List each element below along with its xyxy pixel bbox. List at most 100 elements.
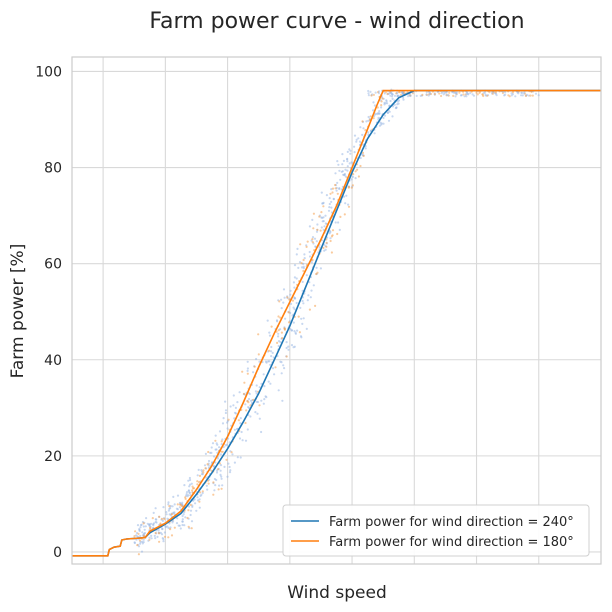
- scatter-point: [367, 119, 370, 122]
- scatter-point: [377, 90, 381, 93]
- scatter-point: [201, 491, 204, 495]
- scatter-point: [352, 173, 355, 176]
- scatter-point: [373, 132, 376, 135]
- scatter-point: [346, 169, 349, 172]
- scatter-point: [187, 509, 190, 512]
- scatter-point: [303, 257, 306, 260]
- scatter-point: [372, 101, 375, 104]
- scatter-point: [175, 522, 179, 525]
- scatter-point: [476, 93, 479, 96]
- scatter-point: [421, 93, 424, 96]
- scatter-point: [219, 473, 222, 476]
- scatter-point: [311, 241, 314, 244]
- scatter-point: [347, 205, 351, 208]
- scatter-point: [357, 137, 360, 140]
- scatter-point: [309, 296, 312, 299]
- scatter-point: [197, 468, 200, 471]
- scatter-point: [184, 496, 187, 499]
- scatter-point: [329, 192, 332, 195]
- scatter-point: [159, 531, 162, 534]
- scatter-point: [163, 531, 166, 534]
- series-lines: [72, 89, 601, 557]
- scatter-point: [302, 258, 305, 262]
- scatter-point: [334, 172, 337, 175]
- scatter-point: [201, 490, 204, 493]
- scatter-point: [181, 523, 184, 527]
- scatter-point: [425, 91, 428, 94]
- scatter-point: [148, 536, 151, 539]
- scatter-point: [171, 521, 174, 524]
- scatter-point: [273, 373, 276, 376]
- scatter-point: [224, 400, 227, 403]
- scatter-point: [391, 93, 394, 96]
- scatter-point: [359, 164, 362, 168]
- scatter-point: [140, 550, 144, 553]
- scatter-point: [331, 229, 335, 232]
- scatter-point: [216, 457, 219, 460]
- scatter-point: [254, 390, 257, 393]
- scatter-point: [290, 302, 293, 305]
- scatter-point: [198, 498, 201, 501]
- scatter-point: [297, 315, 300, 318]
- scatter-point: [338, 169, 341, 172]
- scatter-point: [160, 517, 164, 520]
- scatter-point: [292, 346, 295, 349]
- scatter-point: [152, 511, 155, 514]
- scatter-point: [212, 481, 215, 484]
- scatter-point: [255, 392, 258, 395]
- scatter-point: [213, 455, 216, 458]
- scatter-point: [206, 488, 209, 491]
- scatter-point: [287, 345, 290, 348]
- scatter-point: [529, 94, 532, 97]
- scatter-point: [378, 110, 381, 113]
- scatter-point: [293, 308, 296, 311]
- scatter-point: [353, 134, 357, 137]
- scatter-point: [163, 535, 167, 538]
- scatter-point: [199, 491, 202, 494]
- scatter-point: [141, 540, 144, 543]
- scatter-point: [183, 524, 186, 527]
- scatter-point: [307, 294, 310, 297]
- scatter-point: [359, 156, 362, 160]
- scatter-point: [343, 173, 346, 176]
- scatter-point: [271, 351, 274, 354]
- scatter-point: [226, 475, 229, 478]
- scatter-point: [223, 465, 226, 468]
- scatter-point: [321, 216, 324, 219]
- scatter-point: [397, 102, 400, 105]
- scatter-point: [302, 302, 305, 305]
- scatter-point: [221, 438, 224, 441]
- scatter-point: [188, 485, 191, 488]
- scatter-point: [192, 487, 195, 490]
- scatter-point: [175, 507, 178, 510]
- scatter-point: [183, 484, 186, 487]
- scatter-point: [403, 91, 406, 94]
- scatter-point: [361, 151, 365, 154]
- scatter-point: [440, 94, 443, 98]
- scatter-point: [220, 443, 223, 446]
- scatter-point: [312, 227, 315, 230]
- scatter-point: [315, 272, 318, 276]
- scatter-point: [322, 201, 325, 204]
- scatter-point: [295, 253, 298, 256]
- y-tick-label: 40: [44, 353, 62, 369]
- scatter-point: [308, 255, 312, 258]
- scatter-point: [193, 498, 196, 501]
- series-line-180: [72, 89, 601, 557]
- scatter-point: [472, 94, 476, 97]
- scatter-point: [306, 240, 309, 243]
- scatter-point: [205, 476, 208, 479]
- scatter-point: [214, 439, 217, 442]
- scatter-point: [220, 440, 223, 443]
- scatter-point: [387, 119, 391, 122]
- scatter-point: [386, 102, 389, 105]
- scatter-point: [299, 335, 303, 338]
- scatter-point: [189, 503, 192, 506]
- scatter-point: [322, 246, 325, 249]
- scatter-point: [336, 181, 339, 184]
- scatter-point: [336, 232, 339, 236]
- scatter-point: [346, 150, 349, 153]
- scatter-point: [169, 506, 172, 510]
- scatter-point: [305, 327, 308, 330]
- scatter-point: [369, 115, 372, 118]
